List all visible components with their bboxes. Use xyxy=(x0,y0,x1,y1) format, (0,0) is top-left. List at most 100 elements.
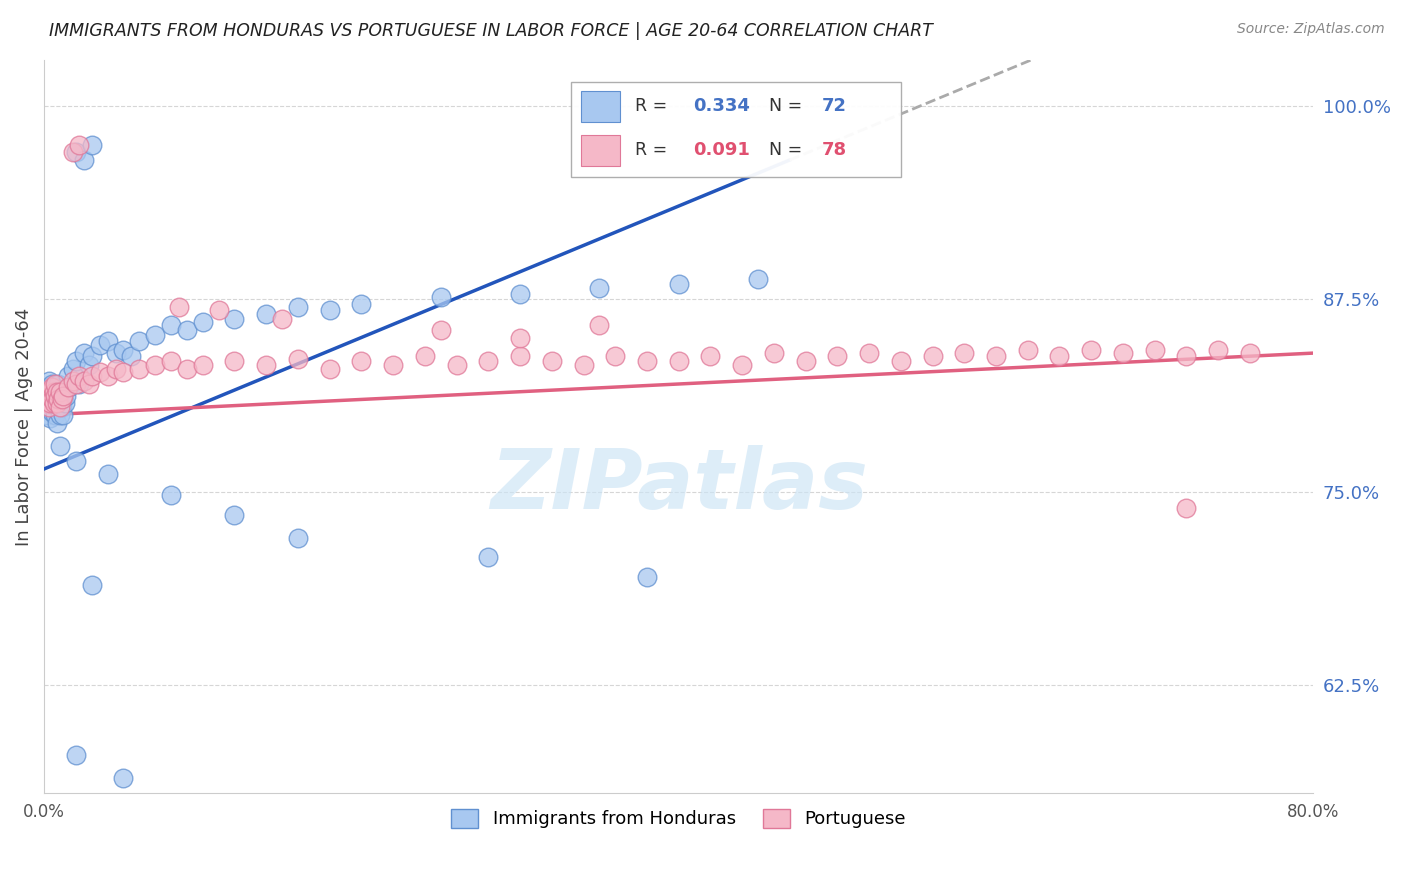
Text: IMMIGRANTS FROM HONDURAS VS PORTUGUESE IN LABOR FORCE | AGE 20-64 CORRELATION CH: IMMIGRANTS FROM HONDURAS VS PORTUGUESE I… xyxy=(49,22,934,40)
Point xyxy=(1239,346,1261,360)
Point xyxy=(41,392,63,407)
Y-axis label: In Labor Force | Age 20-64: In Labor Force | Age 20-64 xyxy=(15,308,32,546)
Point xyxy=(605,349,627,363)
Point xyxy=(446,359,468,373)
Point xyxy=(318,361,340,376)
Point xyxy=(160,354,183,368)
Point xyxy=(73,374,96,388)
Point xyxy=(53,395,76,409)
Point xyxy=(287,532,309,546)
Point xyxy=(176,361,198,376)
Point xyxy=(51,384,73,399)
Point xyxy=(37,380,59,394)
Point xyxy=(509,287,531,301)
Point xyxy=(921,349,943,363)
Point xyxy=(56,380,79,394)
Point xyxy=(38,384,60,399)
Point xyxy=(588,318,610,333)
Point xyxy=(42,384,65,399)
Point xyxy=(45,395,67,409)
Point xyxy=(890,354,912,368)
Point xyxy=(413,349,436,363)
Point xyxy=(588,281,610,295)
Point xyxy=(984,349,1007,363)
Point xyxy=(350,296,373,310)
Point xyxy=(318,302,340,317)
Point xyxy=(62,361,84,376)
Point xyxy=(52,392,75,407)
Point xyxy=(509,349,531,363)
Point xyxy=(1175,500,1198,515)
Point xyxy=(80,349,103,363)
Point xyxy=(668,354,690,368)
Point xyxy=(1017,343,1039,357)
Point xyxy=(167,300,190,314)
Point xyxy=(191,315,214,329)
Point xyxy=(97,369,120,384)
Point xyxy=(62,145,84,160)
Point xyxy=(794,354,817,368)
Point xyxy=(48,384,70,399)
Point xyxy=(1080,343,1102,357)
Point xyxy=(44,408,66,422)
Point xyxy=(42,384,65,399)
Point xyxy=(80,369,103,384)
Point xyxy=(37,392,59,407)
Point xyxy=(1175,349,1198,363)
Point xyxy=(224,508,246,523)
Point xyxy=(58,380,80,394)
Point xyxy=(35,392,58,407)
Point xyxy=(827,349,849,363)
Point xyxy=(143,327,166,342)
Point xyxy=(37,408,59,422)
Point xyxy=(39,384,62,399)
Point xyxy=(39,411,62,425)
Point xyxy=(41,405,63,419)
Point xyxy=(44,389,66,403)
Point xyxy=(35,389,58,403)
Point xyxy=(45,384,67,399)
Point xyxy=(41,392,63,407)
Point xyxy=(67,137,90,152)
Point xyxy=(1143,343,1166,357)
Point xyxy=(51,400,73,414)
Point xyxy=(39,397,62,411)
Point xyxy=(636,570,658,584)
Point xyxy=(48,392,70,407)
Point xyxy=(636,354,658,368)
Point xyxy=(104,361,127,376)
Point xyxy=(65,747,87,762)
Point xyxy=(38,395,60,409)
Point xyxy=(224,354,246,368)
Point xyxy=(49,392,72,407)
Point xyxy=(207,302,229,317)
Point xyxy=(73,153,96,167)
Point xyxy=(35,400,58,414)
Point xyxy=(747,272,769,286)
Point xyxy=(77,359,100,373)
Point xyxy=(143,359,166,373)
Point xyxy=(52,389,75,403)
Point xyxy=(509,331,531,345)
Point xyxy=(191,359,214,373)
Point xyxy=(80,578,103,592)
Point xyxy=(49,400,72,414)
Point xyxy=(382,359,405,373)
Point xyxy=(254,359,277,373)
Point xyxy=(128,334,150,348)
Point xyxy=(1049,349,1071,363)
Point xyxy=(77,376,100,391)
Point xyxy=(1206,343,1229,357)
Point xyxy=(254,308,277,322)
Text: ZIPatlas: ZIPatlas xyxy=(489,445,868,525)
Point xyxy=(38,374,60,388)
Point xyxy=(52,408,75,422)
Point xyxy=(38,389,60,403)
Point xyxy=(160,318,183,333)
Point xyxy=(67,376,90,391)
Point xyxy=(953,346,976,360)
Point xyxy=(73,346,96,360)
Point xyxy=(49,439,72,453)
Point xyxy=(49,384,72,399)
Point xyxy=(67,369,90,384)
